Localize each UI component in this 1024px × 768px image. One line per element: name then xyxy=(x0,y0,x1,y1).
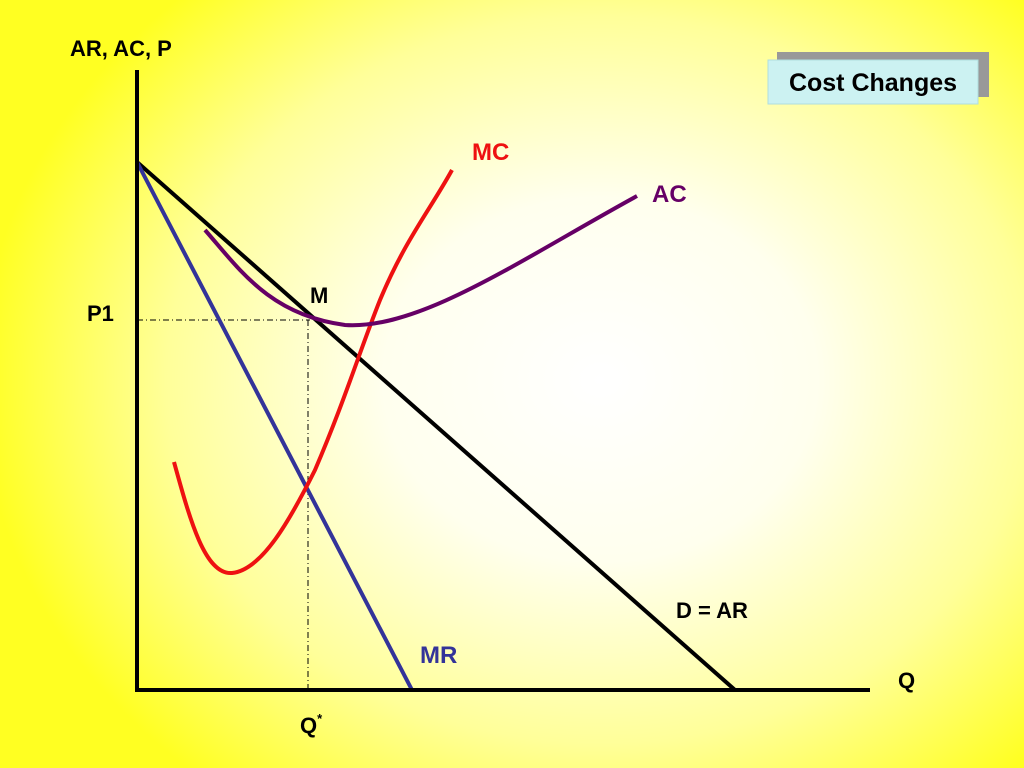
ac-curve xyxy=(203,194,638,328)
ac-label: AC xyxy=(652,181,687,208)
mr-curve xyxy=(135,161,414,691)
demand-curve xyxy=(135,160,737,692)
q-star-text: Q xyxy=(300,713,317,738)
title-box xyxy=(767,59,979,105)
demand-label: D = AR xyxy=(676,598,748,623)
y-axis-label: AR, AC, P xyxy=(70,36,172,61)
m-label: M xyxy=(310,283,328,308)
p1-label: P1 xyxy=(87,301,114,326)
mr-label: MR xyxy=(420,642,457,669)
mc-curve xyxy=(172,169,454,576)
mc-label: MC xyxy=(472,139,509,166)
title: Cost Changes xyxy=(789,69,957,97)
q-star-superscript: * xyxy=(317,711,323,726)
x-axis-label: Q xyxy=(898,668,915,693)
q-star-label: Q* xyxy=(300,711,323,738)
